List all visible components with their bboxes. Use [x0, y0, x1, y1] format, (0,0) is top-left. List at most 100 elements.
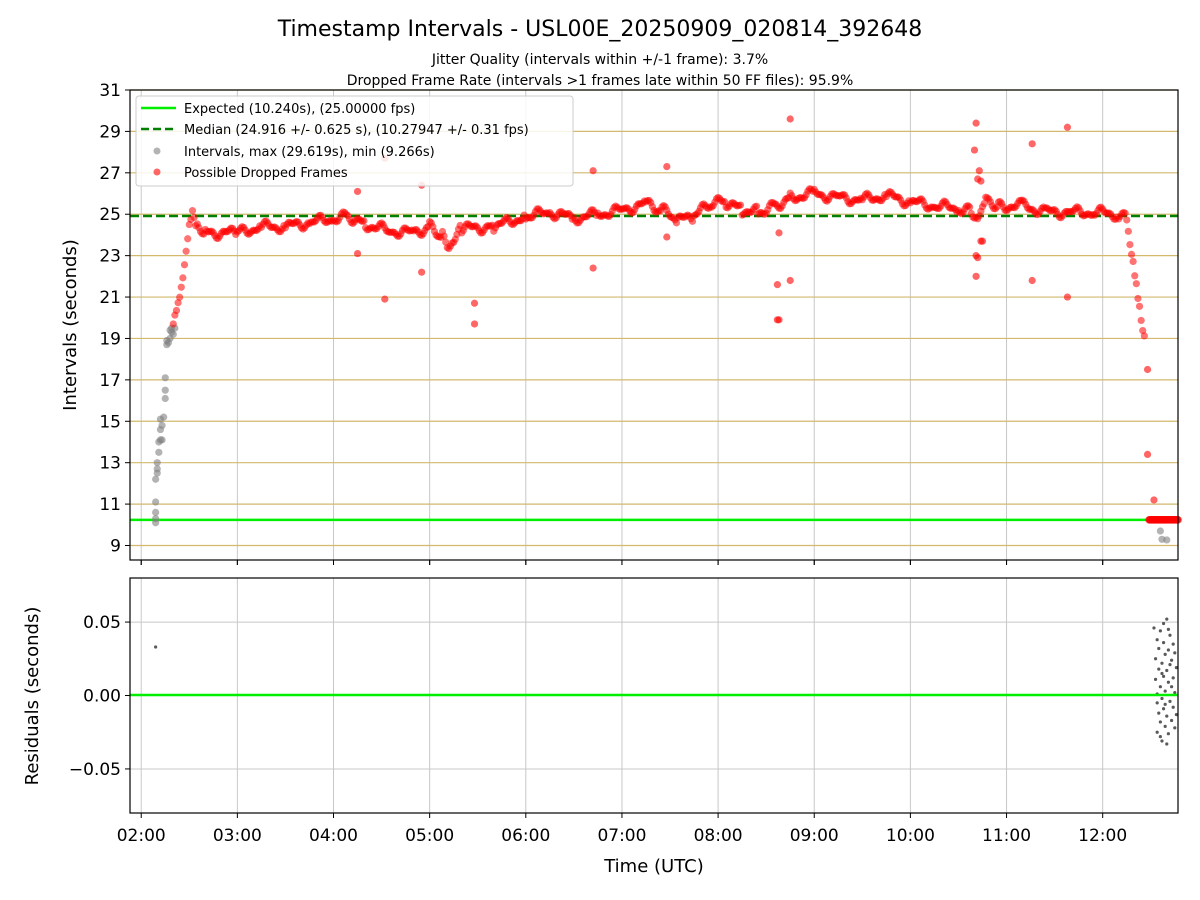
residual-point [1157, 711, 1161, 715]
residuals-x-axis-label: Time (UTC) [603, 856, 704, 877]
residuals-x-tick-label: 04:00 [309, 826, 358, 846]
residual-point [1169, 718, 1174, 723]
dropped-frame-point [773, 281, 781, 289]
dropped-frame-point [1143, 450, 1152, 459]
dropped-frame-point [966, 203, 974, 211]
dropped-frame-point [179, 274, 187, 282]
interval-point [152, 475, 160, 483]
residuals-x-tick-label: 06:00 [501, 826, 550, 846]
residuals-points [154, 617, 1178, 746]
dropped-frame-point [1121, 209, 1129, 217]
residual-point [1174, 665, 1178, 670]
residual-point [1165, 668, 1169, 673]
dropped-frame-point [180, 261, 189, 269]
dropped-frame-point [1131, 272, 1139, 280]
dropped-frame-point [353, 187, 362, 196]
dropped-frame-point [360, 217, 368, 225]
dropped-frame-point [1123, 216, 1131, 224]
interval-point [158, 436, 166, 444]
residual-point [1157, 667, 1161, 671]
dropped-frame-point [440, 232, 448, 240]
residual-point [1161, 707, 1166, 711]
residual-point [1153, 677, 1158, 681]
residual-point [1166, 732, 1170, 736]
dropped-frame-point [188, 207, 197, 215]
dropped-frame-point [190, 213, 198, 222]
intervals-y-tick-label: 29 [99, 122, 121, 142]
interval-point [161, 386, 169, 394]
intervals-y-tick-label: 21 [99, 288, 121, 308]
residual-point [1174, 712, 1178, 717]
residual-point [1155, 638, 1159, 642]
residuals-y-axis-label: Residuals (seconds) [22, 607, 43, 786]
dropped-frame-point [182, 247, 190, 255]
interval-point [152, 498, 160, 506]
dropped-frame-point [1127, 250, 1136, 258]
residual-point [1163, 652, 1167, 656]
dropped-frame-point [720, 198, 729, 206]
legend-dropped-swatch [153, 168, 161, 176]
residual-point [1168, 699, 1172, 703]
intervals-y-axis-label: Intervals (seconds) [60, 239, 81, 411]
intervals-plot-frame [129, 89, 1179, 561]
residual-point [1171, 705, 1175, 709]
dropped-frame-point [775, 229, 783, 237]
dropped-frame-point [975, 167, 983, 175]
residual-point [1152, 626, 1156, 630]
residual-point [1173, 651, 1177, 655]
dropped-frame-point [1124, 227, 1132, 235]
dropped-frame-point [174, 299, 182, 307]
residual-point [1165, 714, 1169, 718]
interval-point [155, 448, 163, 456]
residual-point [154, 645, 158, 649]
dropped-frame-point [977, 177, 985, 185]
residual-point [1155, 701, 1159, 705]
dropped-frame-point [418, 268, 426, 276]
legend-expected-label: Expected (10.240s), (25.00000 fps) [184, 102, 415, 117]
dropped-frame-point [970, 146, 979, 154]
dropped-frame-point [1129, 257, 1137, 266]
residual-point [1163, 724, 1167, 728]
residuals-x-tick-label: 03:00 [213, 826, 262, 846]
intervals-y-tick-label: 23 [99, 247, 121, 267]
residual-point [1160, 739, 1164, 743]
dropped-frame-point [442, 238, 450, 246]
dropped-frame-point [1126, 240, 1134, 249]
residual-point [1166, 627, 1170, 632]
residual-point [1166, 680, 1170, 684]
intervals-y-tick-label: 11 [99, 495, 121, 515]
intervals-points [152, 115, 1182, 544]
residual-point [1166, 648, 1170, 652]
residual-point [1160, 671, 1164, 676]
residual-point [1155, 730, 1159, 734]
interval-point [158, 421, 166, 430]
dropped-frame-point [1132, 280, 1140, 288]
interval-point [152, 508, 160, 516]
dropped-frame-point [972, 119, 980, 127]
legend-box [135, 95, 574, 187]
residuals-ticks: 02:00 03:00 04:00 05:00 06:00 07:00 08:00 09:00… [69, 560, 1127, 846]
residual-point [1171, 676, 1175, 680]
dropped-frame-point [1135, 302, 1144, 310]
dropped-frame-point [752, 202, 761, 210]
residuals-x-tick-label: 10:00 [886, 826, 935, 846]
figure-subtitle-jitter: Jitter Quality (intervals within +/-1 fr… [431, 52, 768, 68]
residuals-x-tick-label: 12:00 [1078, 826, 1127, 846]
interval-point [153, 459, 161, 467]
figure-subtitle-dropped: Dropped Frame Rate (intervals >1 frames … [347, 73, 854, 89]
dropped-frame-point [1137, 316, 1145, 325]
dropped-frame-point [980, 199, 988, 208]
dropped-frame-point [470, 320, 479, 328]
dropped-frame-point [1140, 332, 1148, 340]
interval-point [161, 394, 169, 403]
dropped-frame-point [688, 217, 697, 225]
residuals-y-tick-label: 0.00 [83, 687, 121, 707]
residual-point [1168, 663, 1172, 667]
dropped-frame-point [353, 249, 362, 258]
residual-point [1169, 658, 1174, 662]
residual-point [1161, 674, 1166, 679]
residuals-y-tick-label: 0.05 [83, 613, 121, 633]
dropped-frame-point [974, 254, 982, 262]
residuals-x-tick-label: 02:00 [117, 826, 166, 846]
